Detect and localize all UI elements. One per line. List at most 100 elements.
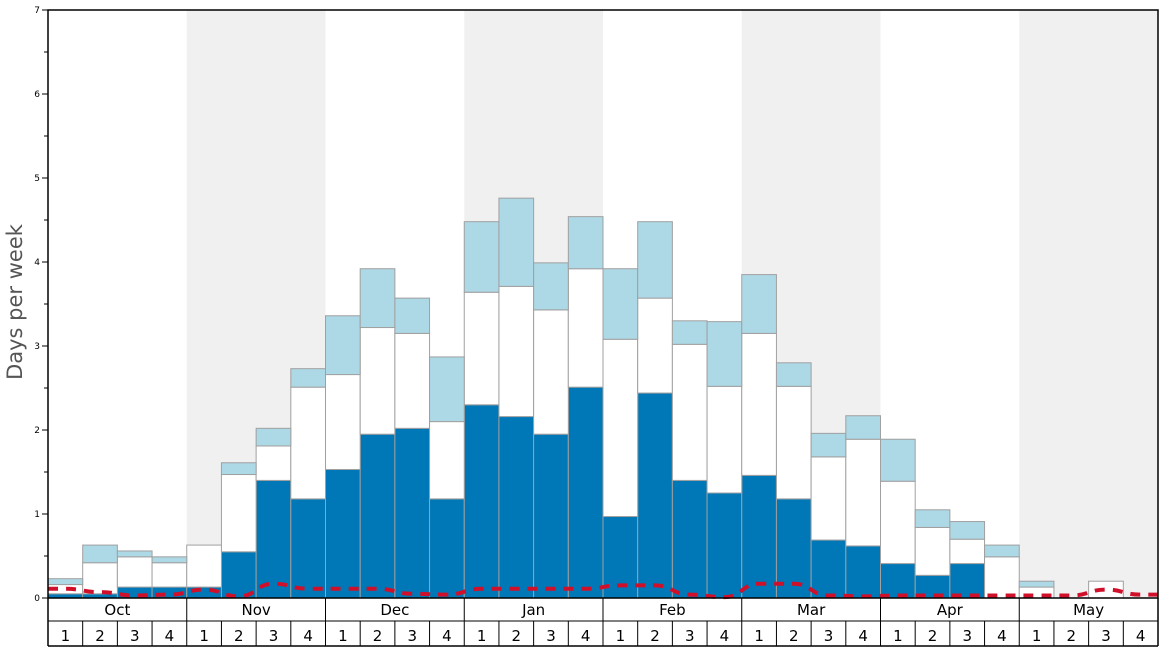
week-label: 2 [95, 627, 105, 645]
week-label: 3 [546, 627, 556, 645]
y-tick-label: 4 [34, 258, 40, 268]
bar-segment [706, 492, 743, 599]
bar-segment [984, 544, 1020, 558]
bar-segment [810, 539, 847, 599]
week-label: 4 [997, 627, 1007, 645]
bar-segment [741, 474, 777, 599]
bar-segment [706, 321, 743, 387]
bar-segment [255, 445, 292, 481]
bar-segment [359, 268, 396, 329]
bar-segment [47, 578, 84, 586]
bar-segment [949, 538, 986, 565]
bar-segment [949, 521, 986, 540]
bar-segment [671, 479, 708, 599]
bar-segment [255, 427, 292, 447]
bar-segment [463, 404, 500, 599]
y-tick-label: 2 [34, 426, 40, 436]
bar-segment [186, 544, 222, 588]
bar-segment [914, 509, 951, 528]
week-label: 2 [928, 627, 938, 645]
bar-segment [533, 309, 569, 435]
week-label: 1 [338, 627, 348, 645]
bar-segment [567, 386, 604, 599]
month-label: Jan [521, 601, 545, 619]
week-label: 1 [893, 627, 903, 645]
month-label: May [1073, 601, 1104, 619]
bar-segment [359, 433, 396, 599]
month-label: Apr [937, 601, 964, 619]
bar-segment [741, 274, 777, 334]
week-label: 2 [512, 627, 522, 645]
bar-segment [82, 544, 118, 564]
week-label: 4 [858, 627, 868, 645]
bar-segment [810, 432, 847, 458]
week-label: 4 [442, 627, 452, 645]
week-label: 3 [1101, 627, 1111, 645]
week-label: 2 [373, 627, 383, 645]
bar-segment [810, 456, 847, 541]
month-label: Mar [797, 601, 826, 619]
bar-segment [498, 197, 535, 287]
week-label: 3 [962, 627, 972, 645]
bar-segment [220, 551, 257, 599]
week-label: 3 [130, 627, 140, 645]
bar-segment [706, 385, 743, 494]
bar-segment [394, 297, 431, 334]
week-label: 1 [754, 627, 764, 645]
bar-segment [429, 421, 465, 500]
week-label: 3 [407, 627, 417, 645]
bar-segment [637, 297, 673, 394]
week-label: 2 [789, 627, 799, 645]
bar-segment [290, 386, 326, 500]
y-axis-label: Days per week [3, 224, 27, 380]
week-label: 1 [199, 627, 209, 645]
week-label: 2 [1067, 627, 1077, 645]
bar-segment [984, 556, 1020, 599]
month-label: Nov [241, 601, 270, 619]
bar-segment [775, 385, 812, 500]
bar-segment [567, 268, 604, 388]
bar-segment [671, 343, 708, 481]
month-label: Dec [380, 601, 409, 619]
bar-segment [325, 374, 361, 470]
bar-segment [325, 468, 361, 599]
bar-segment [845, 415, 881, 440]
bar-segment [880, 480, 916, 565]
week-label: 4 [165, 627, 175, 645]
week-label: 1 [1032, 627, 1042, 645]
bar-segment [220, 462, 257, 476]
bar-segment [220, 474, 257, 553]
bar-segment [671, 320, 708, 345]
y-tick-label: 6 [34, 90, 40, 100]
bar-segment [82, 562, 118, 595]
week-label: 3 [824, 627, 834, 645]
bar-segment [741, 332, 777, 476]
week-label: 2 [650, 627, 660, 645]
bar-segment [637, 392, 673, 599]
bar-segment [290, 498, 326, 599]
week-label: 4 [581, 627, 591, 645]
bar-segment [429, 356, 465, 423]
bar-segment [880, 563, 916, 599]
bar-segment [116, 550, 153, 558]
week-label: 4 [303, 627, 313, 645]
bar-segment [498, 416, 535, 599]
trend-line [48, 581, 1158, 600]
bar-segment [845, 438, 881, 547]
bar-segment [394, 332, 431, 429]
bar-segment [359, 327, 396, 435]
bar-segment [498, 285, 535, 418]
bar-segment [845, 545, 881, 599]
bar-segment [151, 556, 188, 564]
bar-segment [637, 221, 673, 299]
bar-segment [602, 338, 639, 518]
y-tick-label: 3 [34, 342, 40, 352]
bar-segment [602, 268, 639, 340]
bar-segment [116, 556, 153, 588]
month-label: Feb [659, 601, 686, 619]
month-band [1019, 10, 1158, 598]
bar-segment [325, 315, 361, 376]
bar-segment [463, 291, 500, 406]
bar-segment [394, 427, 431, 599]
